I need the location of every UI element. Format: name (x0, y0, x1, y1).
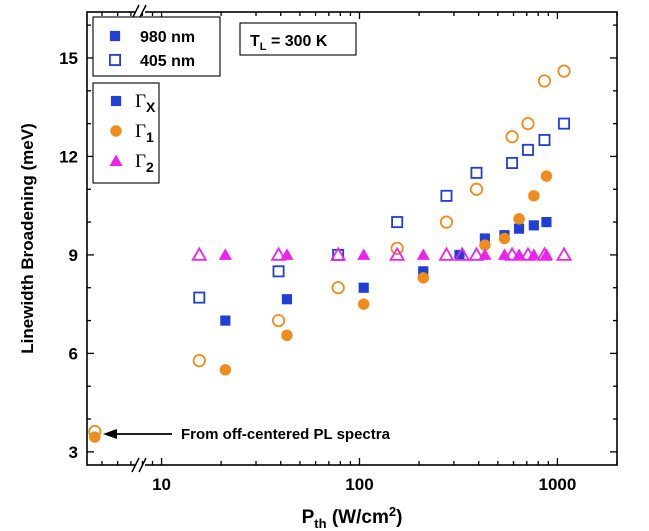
legend-label: Γ1 (135, 121, 154, 145)
legend-marker (109, 154, 123, 166)
legend-marker (110, 95, 122, 107)
legend-label: 980 nm (140, 29, 195, 46)
y-axis-title: Linewidth Broadening (meV) (18, 123, 37, 353)
data-point (357, 298, 370, 310)
x-tick-label: 10 (152, 475, 171, 494)
data-point (513, 213, 525, 225)
series-g1_980 (89, 170, 553, 443)
y-tick-label: 9 (69, 246, 78, 265)
series-gx_405 (193, 117, 571, 304)
note-arrow-head (103, 429, 117, 439)
data-point (281, 294, 293, 305)
data-point (521, 117, 535, 131)
y-tick-label: 15 (59, 49, 78, 68)
temperature-label: TL = 300 K (250, 33, 328, 53)
data-point (537, 74, 552, 88)
data-marks (88, 64, 573, 443)
legend-marker (109, 54, 121, 66)
data-point (358, 282, 369, 293)
legend-label: 405 nm (140, 53, 195, 70)
labels: 3 6 9 12 15 10 100 1000 From off-centered PL spe… (18, 49, 576, 531)
axes-layer (86, 4, 618, 473)
legend-box-params (92, 82, 160, 184)
y-tick-label: 6 (69, 344, 78, 363)
legend-label: Γ2 (135, 151, 154, 175)
data-point (504, 246, 521, 261)
y-tick-label: 12 (59, 147, 78, 166)
data-point (454, 249, 465, 260)
data-point (418, 266, 429, 277)
data-point (192, 354, 206, 368)
plot-frame (86, 11, 618, 466)
data-point (558, 117, 571, 130)
series-g2_980 (218, 248, 553, 260)
legend-label: ΓX (135, 91, 156, 115)
data-point (218, 248, 232, 260)
data-point (219, 364, 232, 376)
data-point (527, 248, 541, 260)
data-point (270, 246, 287, 261)
axis-break-slash (131, 457, 140, 473)
data-point (330, 246, 347, 261)
data-point (479, 239, 491, 251)
legend-marker (110, 125, 122, 137)
data-point (536, 246, 553, 261)
data-point (506, 157, 519, 169)
data-point (538, 134, 551, 147)
data-point (469, 182, 484, 196)
data-point (521, 143, 534, 156)
data-point (88, 424, 102, 439)
legend: 980 nm 405 nm ΓX Γ1 Γ2 TL = 300 K (92, 16, 357, 184)
data-point (271, 313, 286, 328)
off-center-note: From off-centered PL spectra (181, 426, 391, 443)
data-point (193, 291, 206, 304)
axis-break-gap (136, 9, 145, 15)
data-point (281, 329, 293, 342)
series-g2_405 (191, 246, 573, 261)
data-point (498, 232, 511, 245)
data-point (528, 220, 539, 231)
data-point (331, 281, 345, 295)
data-point (505, 130, 519, 144)
data-point (417, 272, 429, 284)
data-point (191, 246, 208, 261)
data-point (470, 166, 483, 179)
data-point (390, 241, 404, 255)
data-point (439, 215, 454, 229)
data-point (220, 315, 231, 326)
data-point (438, 246, 455, 261)
x-tick-label: 1000 (539, 475, 577, 494)
data-point (519, 246, 537, 261)
legend-box-excitation (92, 16, 221, 77)
data-point (479, 233, 490, 244)
axis-break-gap (136, 462, 145, 468)
data-point (555, 246, 573, 261)
data-point (557, 64, 571, 78)
x-tick-label: 100 (345, 475, 373, 494)
data-point (440, 189, 453, 202)
data-point (357, 248, 371, 260)
temperature-box (239, 22, 357, 56)
data-point (528, 190, 540, 202)
data-point (468, 246, 485, 261)
data-point (389, 246, 406, 261)
data-point (272, 265, 285, 278)
data-point (541, 217, 552, 228)
data-point (391, 216, 404, 229)
data-point (454, 246, 471, 261)
data-point (513, 223, 525, 234)
data-point (416, 248, 430, 260)
data-point (540, 170, 553, 182)
legend-marker (109, 30, 121, 42)
series-g1_405 (88, 64, 571, 439)
x-axis-title: Pth (W/cm2) (302, 504, 403, 531)
series-gx_980 (220, 217, 552, 326)
y-tick-label: 3 (69, 443, 78, 462)
